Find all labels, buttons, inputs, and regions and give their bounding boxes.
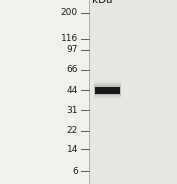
Bar <box>94 81 121 99</box>
Bar <box>94 85 121 95</box>
Text: 116: 116 <box>61 34 78 43</box>
Text: 66: 66 <box>66 66 78 74</box>
Text: kDa: kDa <box>92 0 113 5</box>
Text: 6: 6 <box>72 167 78 176</box>
Text: 97: 97 <box>66 45 78 54</box>
Bar <box>95 87 120 94</box>
Text: 22: 22 <box>67 126 78 135</box>
Text: 14: 14 <box>67 145 78 153</box>
Bar <box>94 83 121 97</box>
Bar <box>88 0 177 184</box>
Text: 200: 200 <box>61 8 78 17</box>
Text: 44: 44 <box>67 86 78 95</box>
Text: 31: 31 <box>66 106 78 115</box>
